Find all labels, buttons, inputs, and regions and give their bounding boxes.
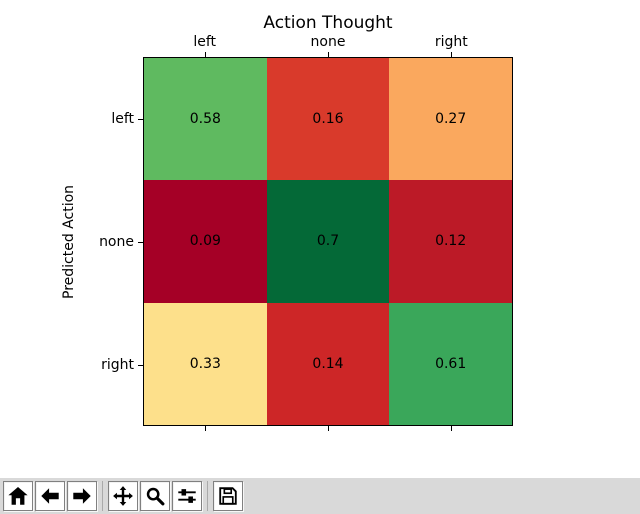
heatmap-cell: 0.7 [266,180,390,303]
home-icon [7,485,29,507]
chart-title: Action Thought [263,13,393,33]
toolbar-separator [102,481,103,511]
pan-button[interactable] [108,481,138,511]
tick-mark [451,52,453,57]
heatmap-cell-value: 0.09 [189,233,221,250]
forward-button[interactable] [67,481,97,511]
x-tick-label-none: none [310,34,346,50]
tick-mark [204,426,206,431]
subplots-icon [176,485,198,507]
back-button[interactable] [35,481,65,511]
back-arrow-icon [39,485,61,507]
tick-mark [138,364,143,366]
heatmap-cell: 0.12 [389,180,512,303]
x-tick-label-right: right [434,34,468,50]
home-button[interactable] [3,481,33,511]
heatmap-cell-value: 0.12 [435,233,467,250]
heatmap-cell: 0.16 [266,58,390,181]
pan-icon [112,485,134,507]
y-tick-label-none: none [99,233,134,250]
figure-canvas: Action Thought Predicted Action left none… [61,13,513,431]
heatmap-cell: 0.27 [389,58,512,181]
heatmap-cell: 0.33 [144,302,267,425]
heatmap-cell-value: 0.61 [435,355,467,372]
tick-mark [204,52,206,57]
y-tick-label-right: right [101,356,134,373]
forward-arrow-icon [71,485,93,507]
tick-mark [451,426,453,431]
heatmap-cell: 0.61 [389,302,512,425]
toolbar-separator [207,481,208,511]
heatmap-cell: 0.58 [144,58,267,181]
heatmap-cell: 0.14 [266,302,390,425]
heatmap-cell-value: 0.33 [189,355,221,372]
subplots-button[interactable] [172,481,202,511]
zoom-button[interactable] [140,481,170,511]
heatmap-cell-value: 0.7 [316,233,340,250]
heatmap-cell: 0.09 [144,180,267,303]
heatmap-cell-value: 0.14 [312,355,344,372]
y-tick-label-left: left [111,110,134,127]
heatmap: 0.58 0.16 0.27 0.09 0.7 0.12 0.33 0.14 0.61 [143,57,513,426]
heatmap-cell-value: 0.27 [435,111,467,128]
save-button[interactable] [213,481,243,511]
tick-mark [138,118,143,120]
tick-mark [138,241,143,243]
zoom-icon [144,485,166,507]
matplotlib-toolbar [0,478,640,514]
save-icon [217,485,239,507]
tick-mark [328,426,329,431]
x-tick-label-left: left [193,34,216,50]
heatmap-cell-value: 0.16 [312,111,344,128]
tick-mark [328,52,329,57]
heatmap-cell-value: 0.58 [189,111,221,128]
